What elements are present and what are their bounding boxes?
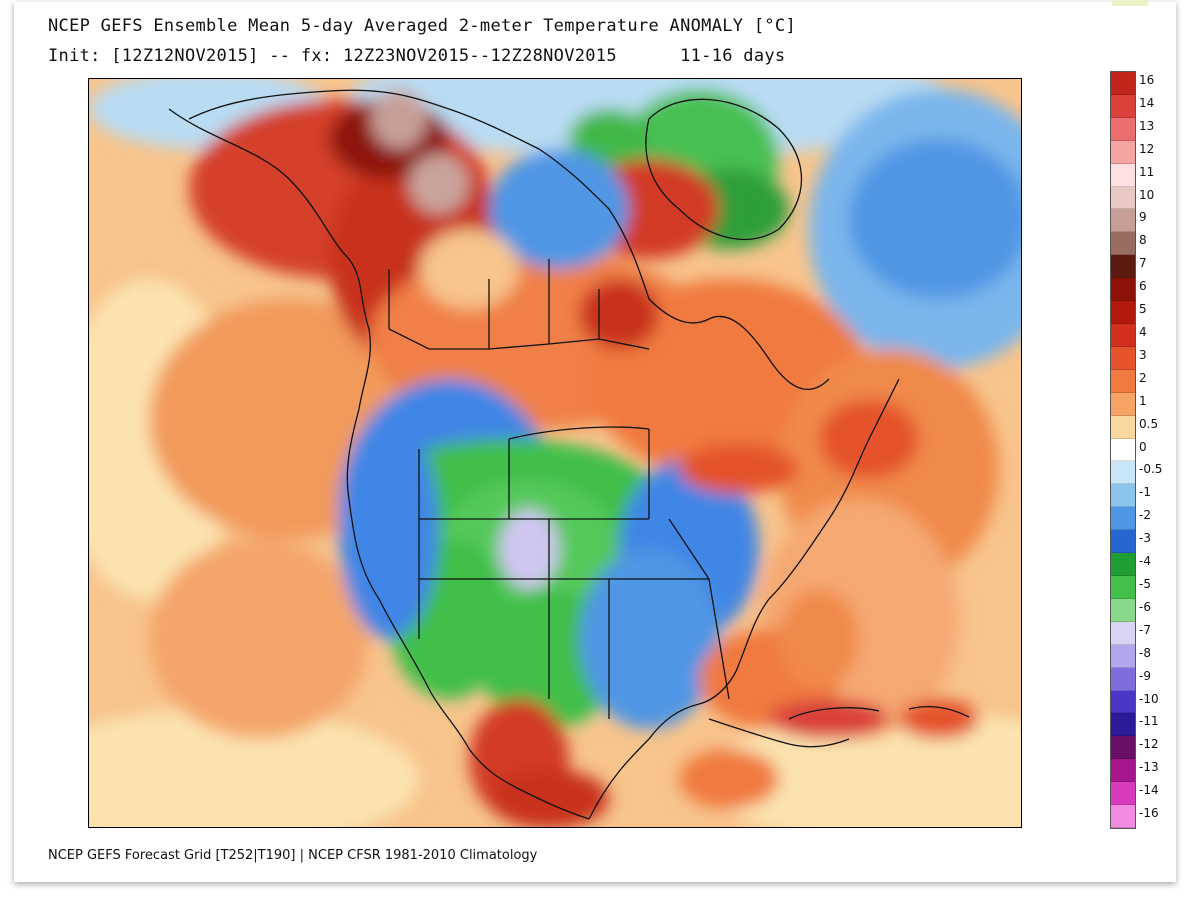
legend-swatch: [1111, 278, 1135, 302]
legend-label: -9: [1139, 668, 1151, 683]
legend-label: -1: [1139, 485, 1151, 500]
legend-label: 14: [1139, 95, 1155, 110]
legend-swatch: [1111, 759, 1135, 783]
legend-label: 5: [1139, 302, 1147, 317]
legend-swatch: [1111, 621, 1135, 645]
legend-label: 13: [1139, 118, 1155, 133]
legend-label: -13: [1139, 760, 1159, 775]
legend-swatch: [1111, 438, 1135, 462]
coastlines: [168, 89, 970, 820]
legend-swatch: [1111, 324, 1135, 347]
legend-label: -8: [1139, 645, 1151, 660]
legend-swatch: [1111, 301, 1135, 324]
legend-swatch: [1111, 598, 1135, 622]
legend-swatch: [1111, 484, 1135, 508]
legend-label: 9: [1139, 210, 1147, 225]
legend-label: 11: [1139, 164, 1155, 179]
legend-swatch: [1111, 369, 1135, 393]
legend-label: 2: [1139, 370, 1147, 385]
legend-label: 8: [1139, 233, 1147, 248]
legend-swatch: [1111, 392, 1135, 416]
legend-swatch: [1111, 94, 1135, 118]
legend-swatch: [1111, 576, 1135, 599]
legend-label: 1: [1139, 393, 1147, 408]
legend-label: 7: [1139, 256, 1147, 271]
legend-swatch: [1111, 72, 1135, 95]
legend-swatch: [1111, 644, 1135, 668]
legend-label: 16: [1139, 73, 1155, 87]
legend-label: 0.5: [1139, 416, 1159, 431]
legend-swatch: [1111, 117, 1135, 141]
color-legend: [1110, 71, 1136, 829]
legend-swatch: [1111, 232, 1135, 256]
legend-label: -10: [1139, 691, 1159, 706]
legend-swatch: [1111, 255, 1135, 279]
legend-swatch: [1111, 530, 1135, 554]
legend-swatch: [1111, 461, 1135, 485]
legend-label: -5: [1139, 577, 1151, 591]
legend-swatch: [1111, 507, 1135, 531]
legend-swatch: [1111, 346, 1135, 370]
legend-label: -16: [1139, 806, 1159, 821]
anomaly-field: [89, 79, 1021, 827]
legend-label: 10: [1139, 187, 1155, 202]
legend-label: -11: [1139, 714, 1159, 729]
map-title: NCEP GEFS Ensemble Mean 5-day Averaged 2…: [48, 16, 796, 36]
legend-swatch: [1111, 782, 1135, 806]
legend-swatch: [1111, 186, 1135, 210]
legend-swatch: [1111, 736, 1135, 760]
legend-label: -0.5: [1139, 462, 1163, 477]
legend-swatch: [1111, 690, 1135, 714]
legend-swatch: [1111, 667, 1135, 691]
legend-label: -7: [1139, 622, 1151, 637]
legend-label: -3: [1139, 531, 1151, 546]
legend-swatch: [1111, 713, 1135, 737]
legend-swatch: [1111, 553, 1135, 576]
map-canvas: [89, 79, 1021, 827]
legend-label: -4: [1139, 554, 1151, 569]
legend-swatch: [1111, 415, 1135, 439]
legend-label: -2: [1139, 508, 1151, 523]
legend-label: 12: [1139, 141, 1155, 156]
legend-label: 6: [1139, 279, 1147, 294]
legend-swatch: [1111, 209, 1135, 233]
legend-label: 0: [1139, 439, 1147, 454]
legend-label: -6: [1139, 599, 1151, 614]
anomaly-map: [88, 78, 1022, 828]
legend-label: 4: [1139, 325, 1147, 339]
legend-label: -14: [1139, 783, 1159, 798]
legend-label: -12: [1139, 737, 1159, 752]
legend-swatch: [1111, 140, 1135, 164]
legend-swatch: [1111, 805, 1135, 828]
map-subtitle: Init: [12Z12NOV2015] -- fx: 12Z23NOV2015…: [48, 46, 786, 66]
legend-swatch: [1111, 163, 1135, 187]
corner-mark: [1112, 0, 1148, 6]
legend-label: 3: [1139, 347, 1147, 362]
footer-credit: NCEP GEFS Forecast Grid [T252|T190] | NC…: [48, 848, 538, 863]
